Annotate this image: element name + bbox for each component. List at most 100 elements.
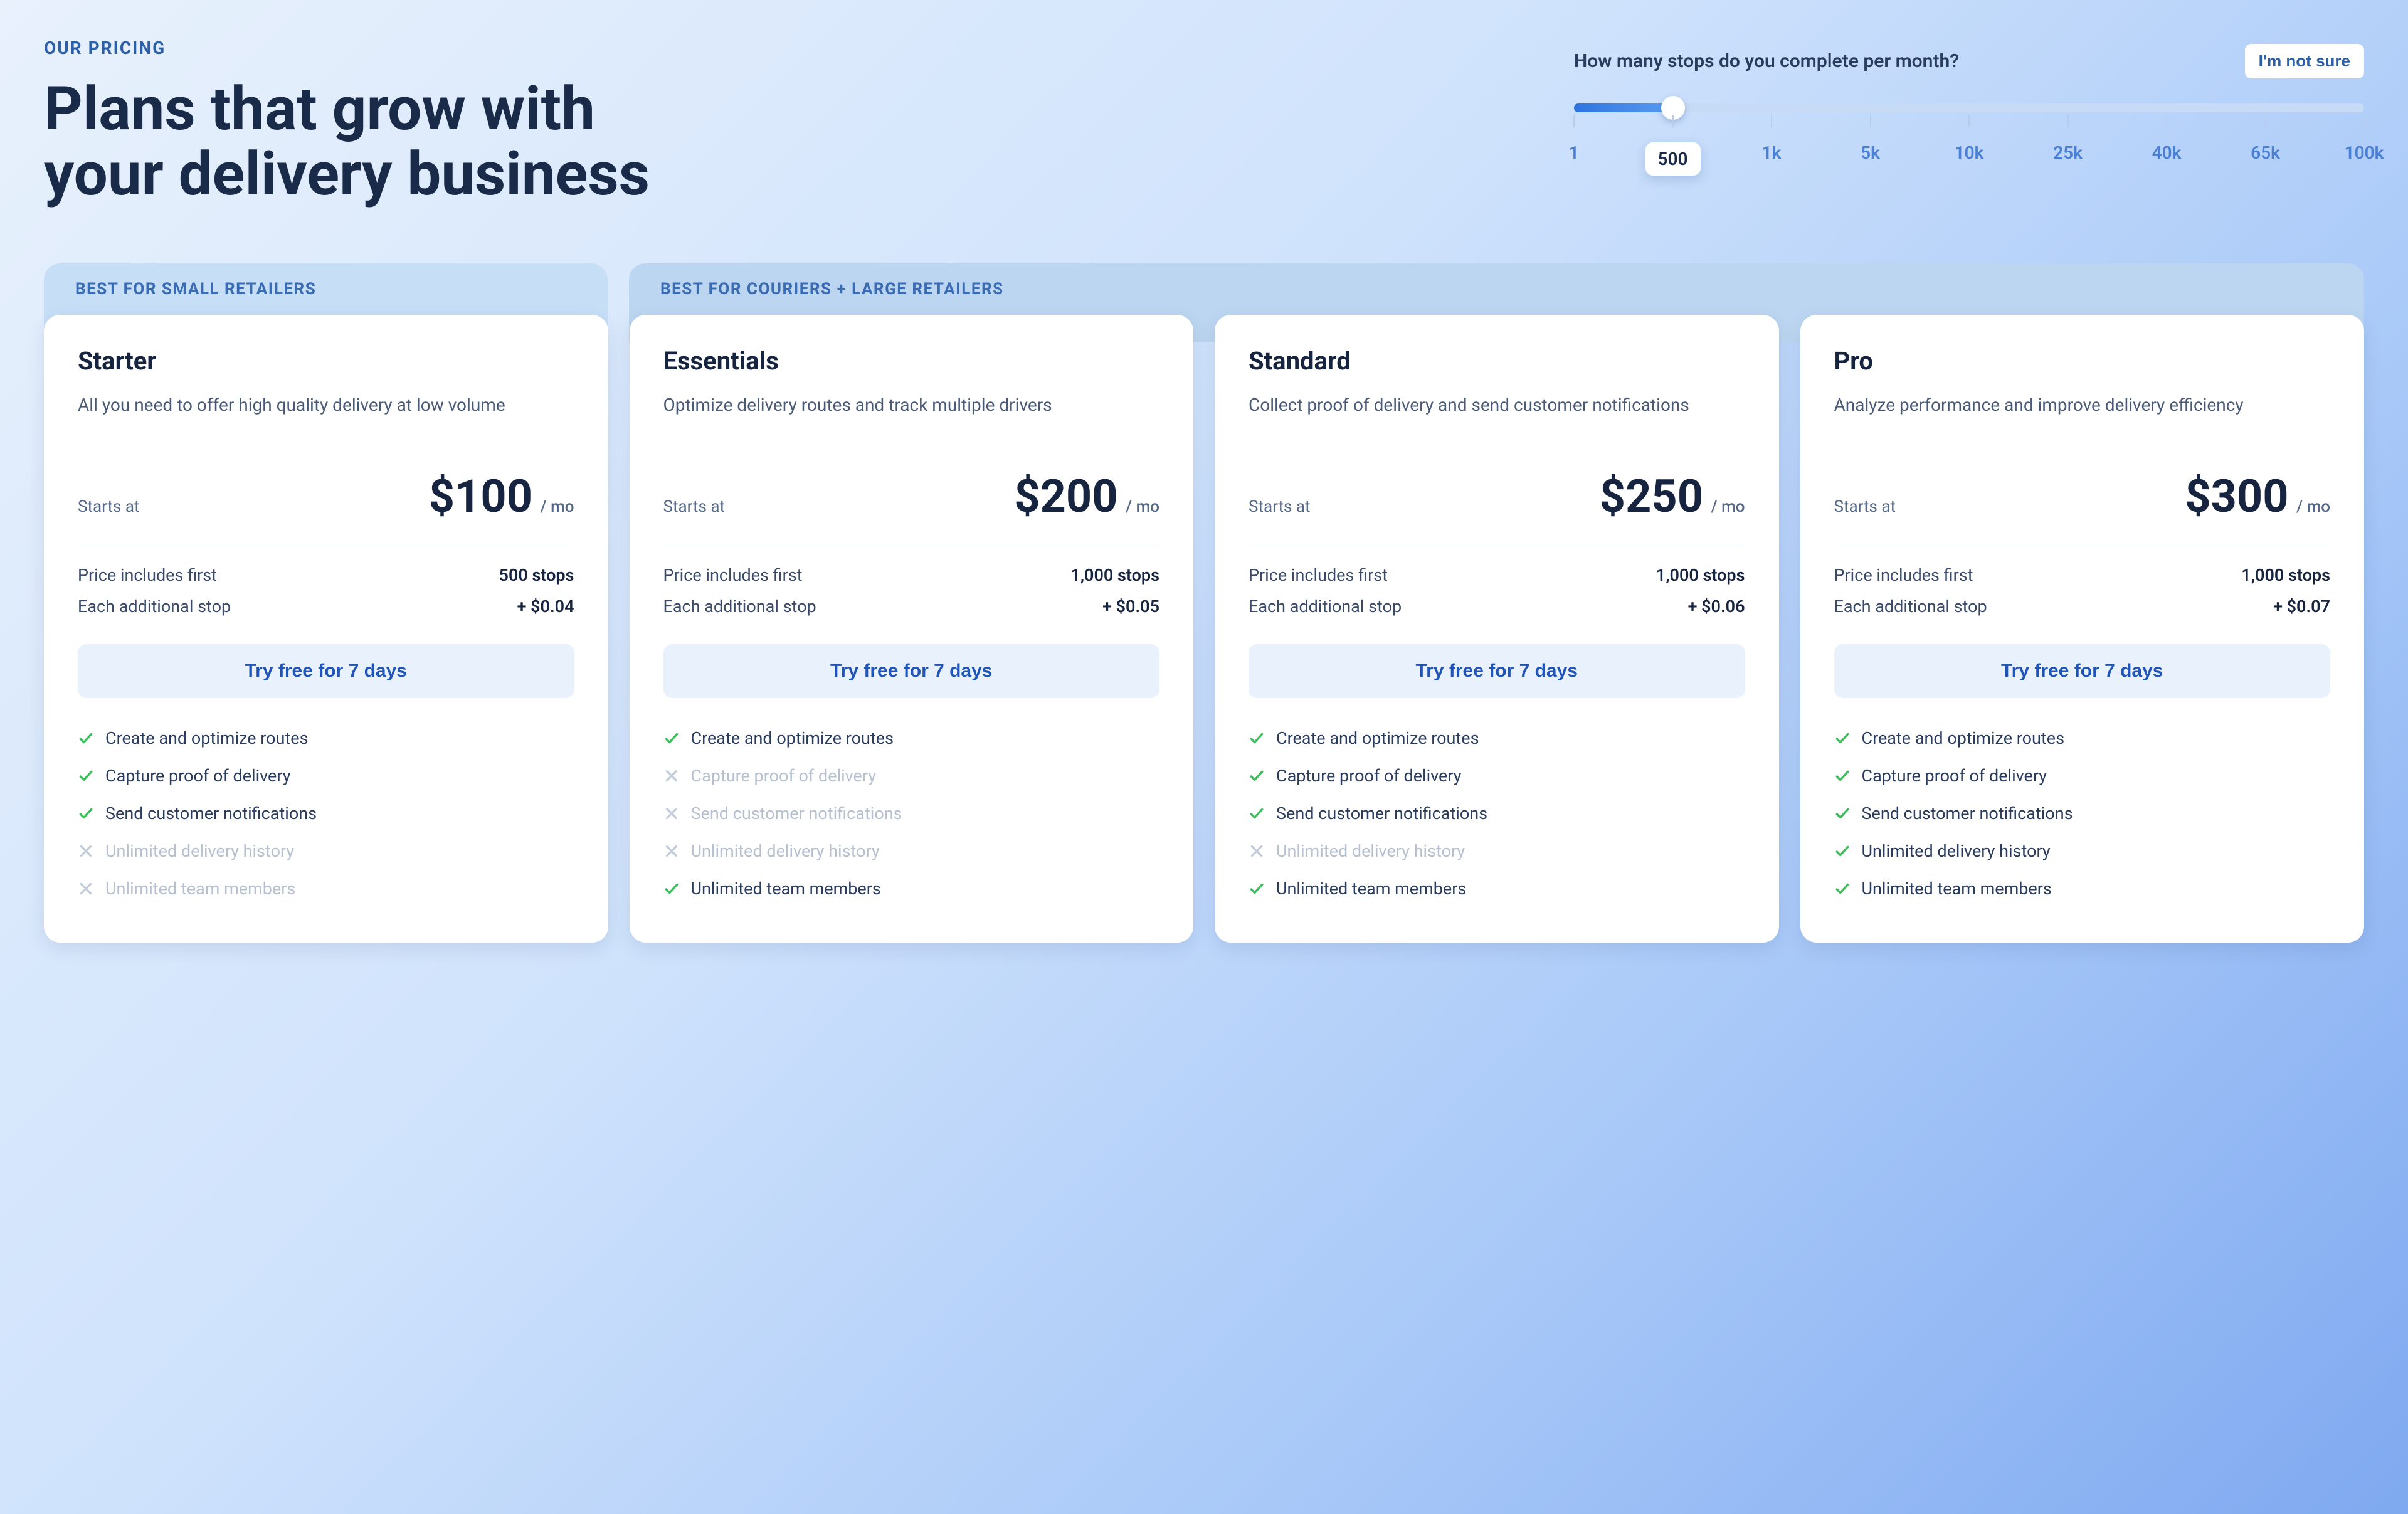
slider-ticks <box>1574 115 2364 130</box>
feature-label: Create and optimize routes <box>1276 728 1479 748</box>
feature-item: Unlimited team members <box>663 870 1160 908</box>
price-row: Starts at $300 / mo <box>1834 470 2331 523</box>
starts-at-label: Starts at <box>1249 497 1311 516</box>
feature-label: Send customer notifications <box>105 803 317 823</box>
slider[interactable]: 15001k5k10k25k40k65k100k <box>1574 103 2364 180</box>
feature-label: Unlimited team members <box>1276 879 1466 899</box>
slider-labels: 15001k5k10k25k40k65k100k <box>1574 142 2364 180</box>
slider-tick <box>1771 115 1772 127</box>
header-section: OUR PRICING Plans that grow with your de… <box>44 38 2364 207</box>
headline-block: OUR PRICING Plans that grow with your de… <box>44 38 1536 207</box>
feature-label: Unlimited team members <box>105 879 295 899</box>
check-icon <box>663 730 680 746</box>
plan-name: Standard <box>1249 346 1745 376</box>
check-icon <box>663 881 680 897</box>
price-amount-wrap: $250 / mo <box>1600 470 1745 523</box>
plan-name: Starter <box>78 346 574 376</box>
check-icon <box>1249 768 1265 784</box>
feature-item: Unlimited team members <box>1834 870 2331 908</box>
additional-stop-row: Each additional stop+ $0.05 <box>663 596 1160 617</box>
plan-card: EssentialsOptimize delivery routes and t… <box>630 315 1194 943</box>
slider-tick <box>1573 115 1575 127</box>
feature-item: Unlimited delivery history <box>78 832 574 870</box>
feature-item: Unlimited team members <box>1249 870 1745 908</box>
try-free-button[interactable]: Try free for 7 days <box>78 644 574 698</box>
plan-name: Essentials <box>663 346 1160 376</box>
headline-line-1: Plans that grow with <box>44 74 595 144</box>
slider-stop-label[interactable]: 1k <box>1762 142 1782 163</box>
included-stops-value: 1,000 stops <box>2241 565 2330 585</box>
slider-stop-label[interactable]: 25k <box>2053 142 2083 163</box>
slider-header: How many stops do you complete per month… <box>1574 44 2364 78</box>
included-stops-value: 1,000 stops <box>1070 565 1159 585</box>
feature-item: Create and optimize routes <box>1834 719 2331 757</box>
feature-list: Create and optimize routesCapture proof … <box>1834 719 2331 908</box>
check-icon <box>1834 768 1851 784</box>
feature-item: Send customer notifications <box>78 795 574 832</box>
not-sure-button[interactable]: I'm not sure <box>2245 44 2364 78</box>
cross-icon <box>663 768 680 784</box>
feature-label: Capture proof of delivery <box>1276 766 1462 786</box>
check-icon <box>1834 881 1851 897</box>
price-row: Starts at $250 / mo <box>1249 470 1745 523</box>
slider-stop-label[interactable]: 100k <box>2345 142 2384 163</box>
per-month-label: / mo <box>2293 497 2330 516</box>
feature-label: Unlimited delivery history <box>691 841 880 861</box>
try-free-button[interactable]: Try free for 7 days <box>1249 644 1745 698</box>
slider-stop-label[interactable]: 10k <box>1955 142 1984 163</box>
slider-tick <box>2166 115 2167 127</box>
check-icon <box>1249 805 1265 822</box>
price-amount: $300 <box>2185 470 2288 523</box>
plan-card: Starter All you need to offer high qualit… <box>44 315 608 943</box>
starts-at-label: Starts at <box>1834 497 1896 516</box>
feature-label: Unlimited team members <box>691 879 881 899</box>
slider-fill <box>1574 103 1673 112</box>
slider-stop-label[interactable]: 40k <box>2152 142 2182 163</box>
cross-icon <box>663 843 680 859</box>
feature-item: Send customer notifications <box>1249 795 1745 832</box>
plan-description: All you need to offer high quality deliv… <box>78 392 574 445</box>
starts-at-label: Starts at <box>663 497 726 516</box>
feature-label: Create and optimize routes <box>105 728 309 748</box>
check-icon <box>1834 730 1851 746</box>
slider-question: How many stops do you complete per month… <box>1574 50 1959 72</box>
slider-tick <box>2067 115 2069 127</box>
feature-item: Unlimited team members <box>78 870 574 908</box>
plan-name: Pro <box>1834 346 2331 376</box>
plan-card: StandardCollect proof of delivery and se… <box>1215 315 1779 943</box>
feature-label: Unlimited team members <box>1862 879 2052 899</box>
included-stops-row: Price includes first1,000 stops <box>1249 565 1745 585</box>
plan-card: ProAnalyze performance and improve deliv… <box>1800 315 2365 943</box>
slider-stop-label[interactable]: 500 <box>1645 142 1701 176</box>
additional-stop-value: + $0.07 <box>2273 596 2330 617</box>
additional-stop-value: + $0.05 <box>1102 596 1159 617</box>
price-amount-wrap: $100 / mo <box>429 470 574 523</box>
slider-tick <box>1968 115 1970 127</box>
page-title: Plans that grow with your delivery busin… <box>44 77 1536 207</box>
slider-stop-label[interactable]: 65k <box>2251 142 2280 163</box>
feature-item: Capture proof of delivery <box>1249 757 1745 795</box>
cross-icon <box>1249 843 1265 859</box>
slider-stop-label[interactable]: 5k <box>1861 142 1880 163</box>
check-icon <box>78 730 94 746</box>
included-stops-row: Price includes first1,000 stops <box>663 565 1160 585</box>
feature-label: Create and optimize routes <box>1862 728 2065 748</box>
included-stops-value: 1,000 stops <box>1656 565 1745 585</box>
cross-icon <box>78 843 94 859</box>
price-amount-wrap: $300 / mo <box>2185 470 2330 523</box>
additional-stop-value: + $0.06 <box>1688 596 1745 617</box>
check-icon <box>1834 843 1851 859</box>
price-amount: $200 <box>1014 470 1117 523</box>
slider-tick <box>2363 115 2365 127</box>
slider-stop-label[interactable]: 1 <box>1569 142 1579 163</box>
feature-item: Send customer notifications <box>663 795 1160 832</box>
feature-list: Create and optimize routesCapture proof … <box>78 719 574 908</box>
check-icon <box>78 768 94 784</box>
stops-slider-panel: How many stops do you complete per month… <box>1574 38 2364 180</box>
check-icon <box>1249 730 1265 746</box>
try-free-button[interactable]: Try free for 7 days <box>1834 644 2331 698</box>
feature-label: Create and optimize routes <box>691 728 894 748</box>
included-stops-label: Price includes first <box>1834 565 1973 585</box>
try-free-button[interactable]: Try free for 7 days <box>663 644 1160 698</box>
additional-stop-row: Each additional stop+ $0.04 <box>78 596 574 617</box>
